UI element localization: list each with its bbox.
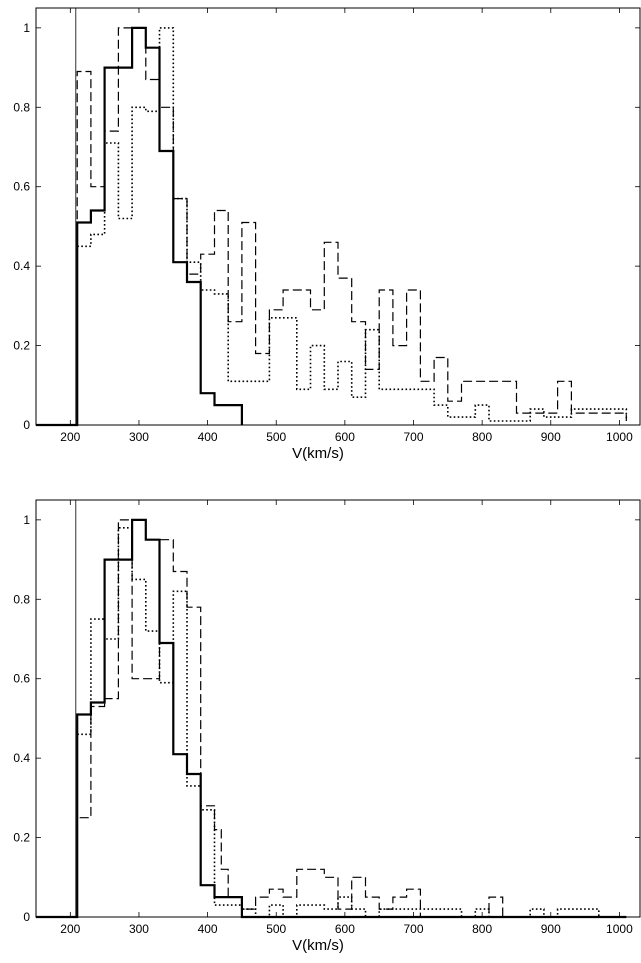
chart-1-xlabel: V(km/s) [292,445,344,462]
chart-1-ytick-label: 0.8 [13,100,30,114]
chart-2-xtick-label: 600 [335,922,355,936]
chart-2-xtick-label: 500 [266,922,286,936]
chart-1-xtick-label: 700 [403,430,423,444]
chart-1-xtick-label: 500 [266,430,286,444]
chart-2-series-dashed [36,519,627,918]
chart-1-ytick-label: 0.6 [13,180,30,194]
chart-1-series-solid [36,26,243,427]
chart-1-xtick-label: 400 [198,430,218,444]
chart-2-xtick-label: 200 [60,922,80,936]
chart-2-ytick-label: 0 [23,910,30,924]
chart-2-xtick-label: 700 [403,922,423,936]
chart-2-ytick-label: 0.8 [13,592,30,606]
chart-2-axes-frame [35,499,641,918]
chart-2-series-solid [36,518,627,919]
chart-2-xtick-label: 1000 [606,922,633,936]
chart-2: 200 300 400 500 600 700 800 900 1000 0 0.2 0.4 0.6 0.… [13,499,641,954]
chart-1-series-dashed [36,27,627,426]
chart-1-series-dotted [36,27,628,426]
chart-1-ytick-label: 0.2 [13,339,30,353]
chart-2-ytick-label: 1 [23,513,30,527]
chart-2-ytick-label: 0.2 [13,831,30,845]
chart-1-xtick-label: 1000 [606,430,633,444]
chart-1-xtick-label: 200 [60,430,80,444]
chart-1-ytick-label: 0 [23,418,30,432]
chart-1-xtick-label: 900 [541,430,561,444]
chart-1-xtick-label: 300 [129,430,149,444]
chart-2-ytick-label: 0.6 [13,672,30,686]
chart-1-ytick-label: 0.4 [13,259,30,273]
chart-1-axes-frame [35,7,641,426]
chart-1: 200 300 400 500 600 700 800 900 1000 0 0.2 0.4 0.6 0.… [13,7,641,462]
chart-2-xlabel: V(km/s) [292,937,344,954]
chart-2-xtick-label: 900 [541,922,561,936]
chart-1-xtick-label: 600 [335,430,355,444]
chart-1-ytick-label: 1 [23,21,30,35]
chart-2-ytick-label: 0.4 [13,751,30,765]
chart-2-xtick-label: 400 [198,922,218,936]
chart-2-xtick-label: 300 [129,922,149,936]
chart-1-xtick-label: 800 [472,430,492,444]
chart-2-xtick-label: 800 [472,922,492,936]
chart-2-series-dotted [36,527,627,918]
